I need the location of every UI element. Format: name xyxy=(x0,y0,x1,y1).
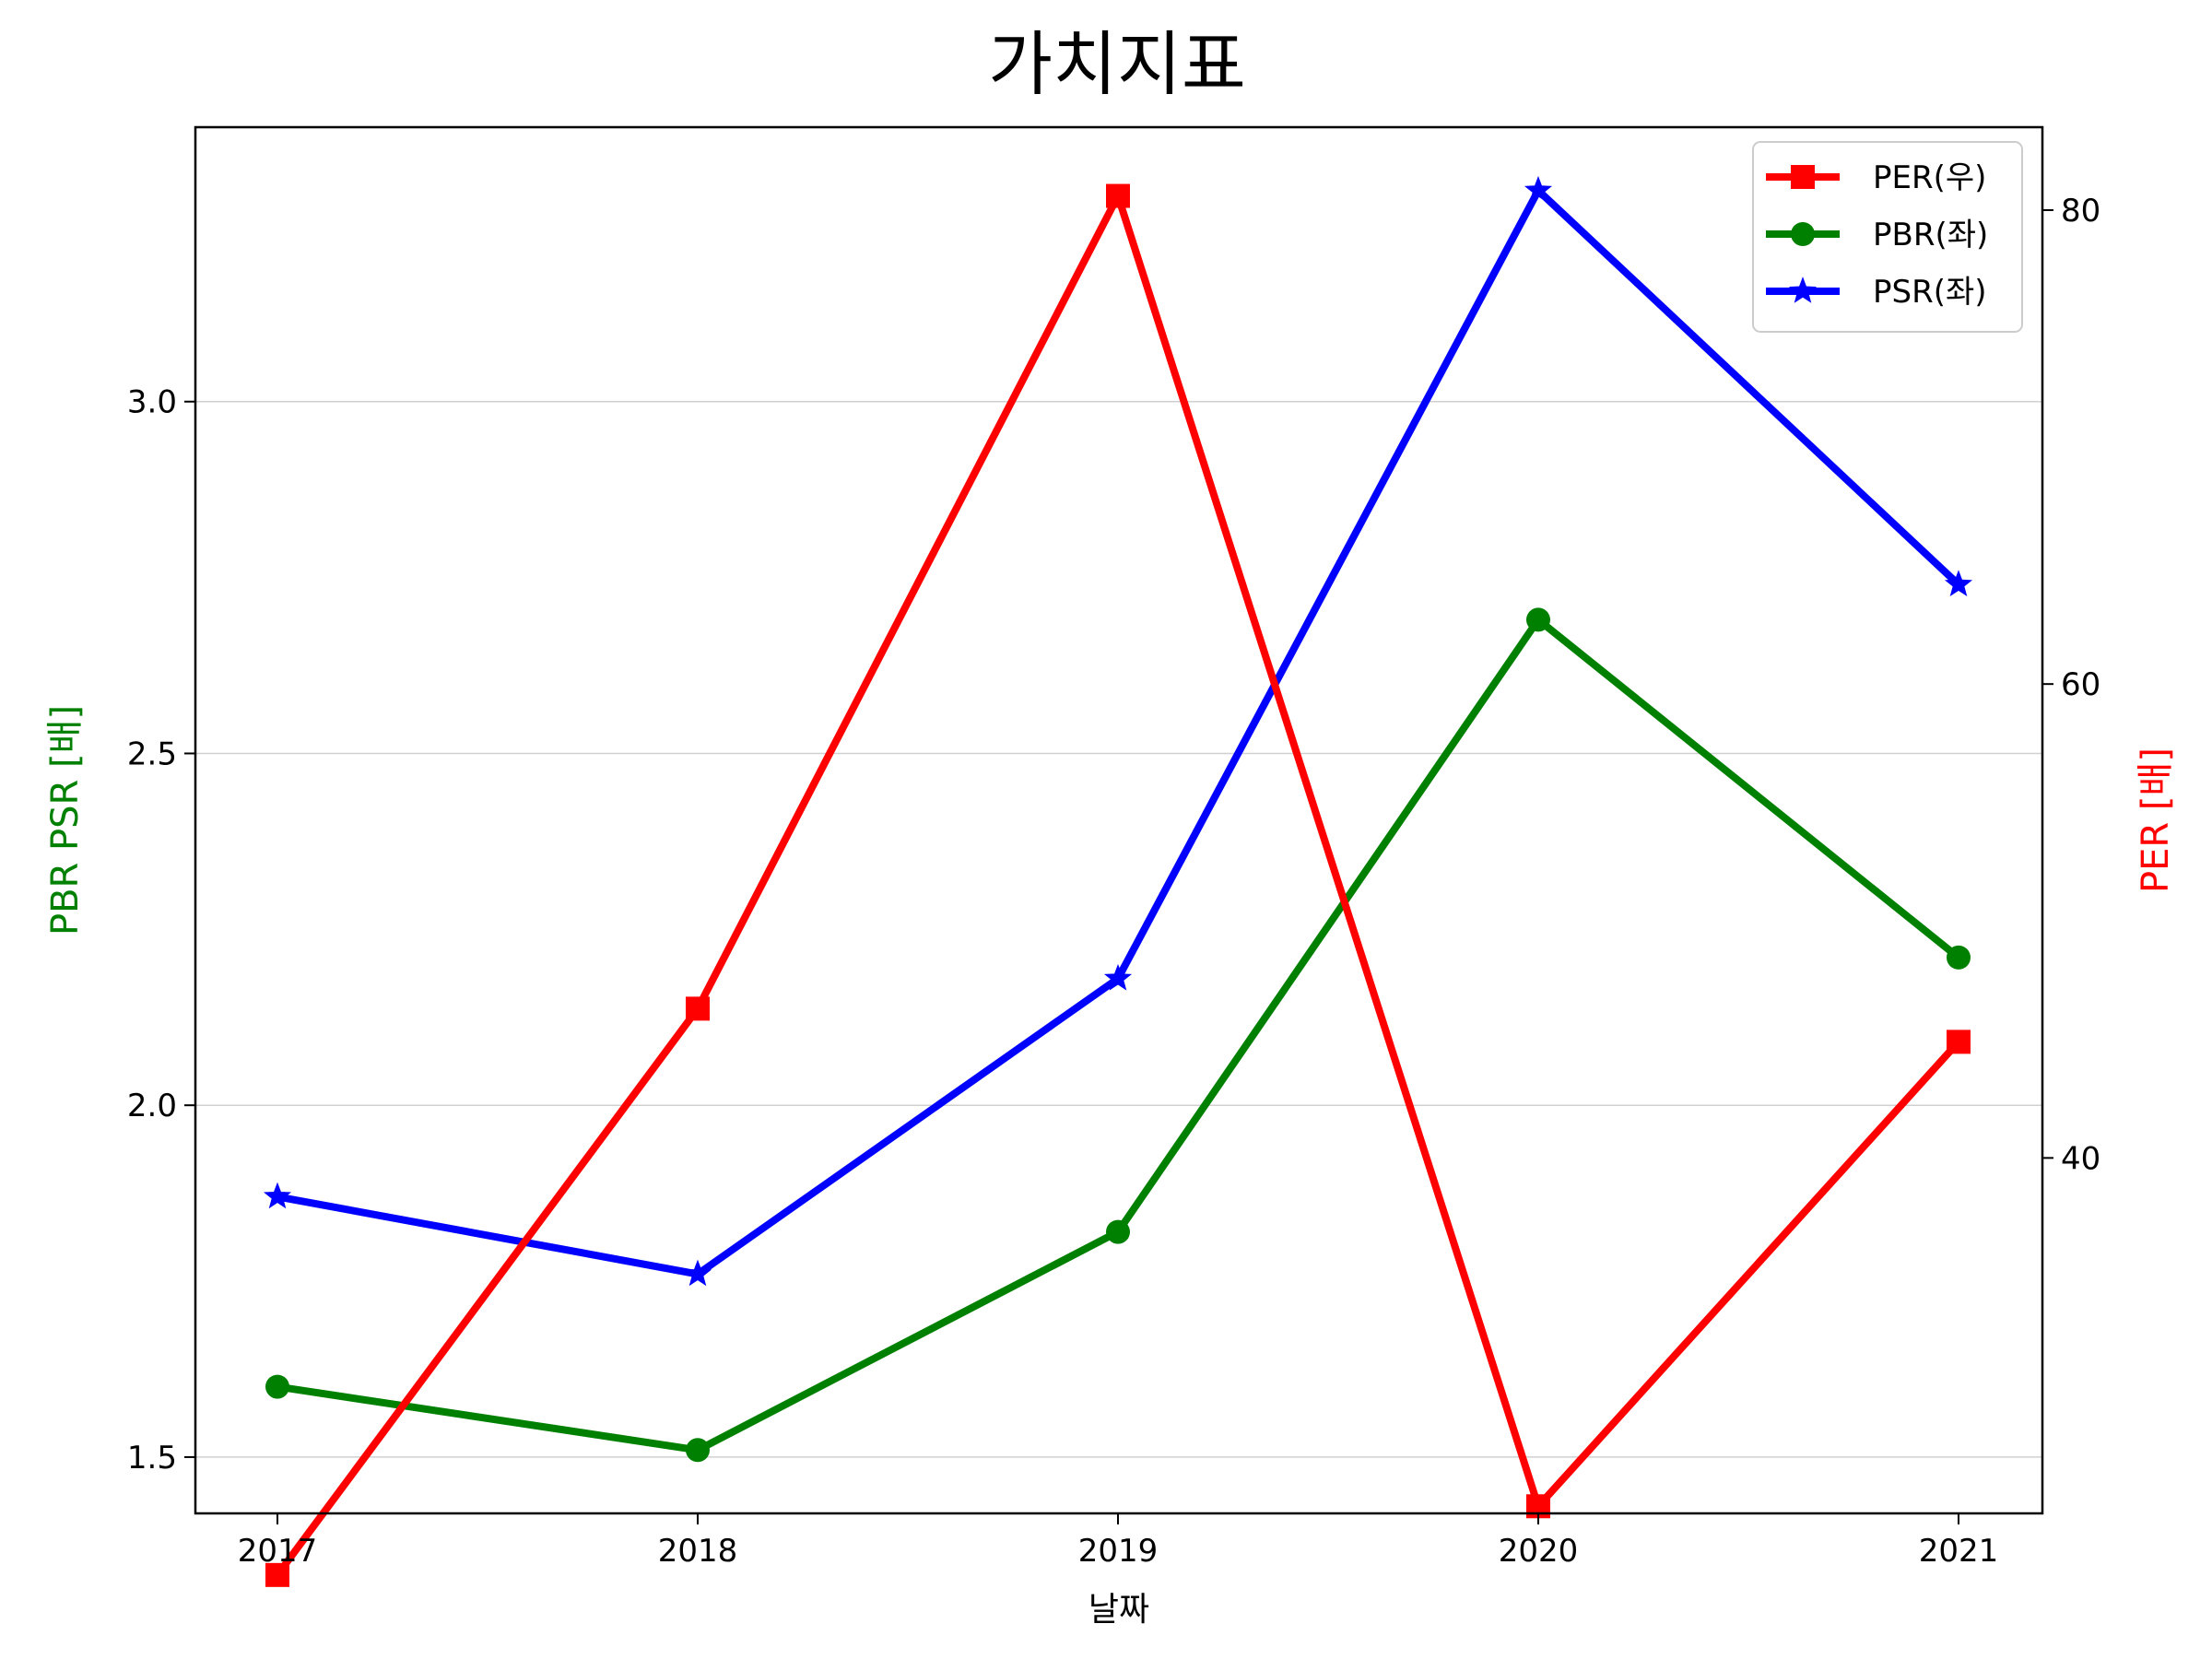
x-tick-label: 2019 xyxy=(1078,1533,1159,1570)
series-point-2 xyxy=(1524,175,1553,203)
legend-box xyxy=(1752,141,2023,333)
series-layer xyxy=(263,175,1973,1587)
series-point-1 xyxy=(1947,945,1971,970)
legend-label: PBR(좌) xyxy=(1873,217,1988,253)
left-axis-title: PBR PSR [배] xyxy=(44,705,87,935)
grid-layer xyxy=(195,400,2042,1458)
series-line-2 xyxy=(276,186,1961,1278)
x-tick-label: 2018 xyxy=(658,1533,738,1570)
series-point-0 xyxy=(1947,1030,1971,1054)
right-tick-label: 40 xyxy=(2061,1140,2100,1177)
x-tick-label: 2017 xyxy=(238,1533,318,1570)
left-tick-label: 3.0 xyxy=(127,384,177,421)
series-point-0 xyxy=(686,996,710,1021)
series-point-1 xyxy=(1106,1219,1130,1244)
series-point-2 xyxy=(683,1259,712,1287)
legend-label: PSR(좌) xyxy=(1873,274,1987,311)
left-tick-label: 1.5 xyxy=(127,1440,177,1477)
series-point-2 xyxy=(1103,963,1133,991)
left-tick-label: 2.5 xyxy=(127,735,177,772)
x-tick-label: 2020 xyxy=(1499,1533,1579,1570)
x-tick-label: 2021 xyxy=(1919,1533,1999,1570)
plot-frame xyxy=(194,125,2044,1515)
series-point-1 xyxy=(265,1374,289,1399)
x-axis-title: 날짜 xyxy=(1088,1591,1149,1629)
legend-items: PER(우) PBR(좌) PSR(좌) xyxy=(1766,159,1988,311)
series-point-0 xyxy=(1106,183,1130,208)
axes-layer: 1.5 2.0 2.5 3.0 40 60 80 2017 2018 2019 2020 2021 xyxy=(127,193,2100,1570)
chart-title: 가치지표 xyxy=(988,23,1246,105)
legend-marker xyxy=(1791,222,1815,246)
legend-marker xyxy=(1788,276,1818,303)
left-tick-label: 2.0 xyxy=(127,1088,177,1124)
right-tick-label: 60 xyxy=(2061,666,2100,703)
right-tick-label: 80 xyxy=(2061,193,2100,229)
series-point-2 xyxy=(1944,570,1973,597)
right-axis-title: PER [배] xyxy=(2135,747,2177,893)
legend-marker xyxy=(1791,165,1815,189)
series-point-1 xyxy=(1526,607,1550,632)
series-point-0 xyxy=(265,1562,289,1587)
series-point-2 xyxy=(263,1182,292,1209)
series-line-0 xyxy=(274,192,1961,1578)
legend: PER(우) PBR(좌) PSR(좌) xyxy=(1752,141,2023,333)
series-point-1 xyxy=(686,1438,710,1463)
legend-label: PER(우) xyxy=(1873,159,1986,196)
